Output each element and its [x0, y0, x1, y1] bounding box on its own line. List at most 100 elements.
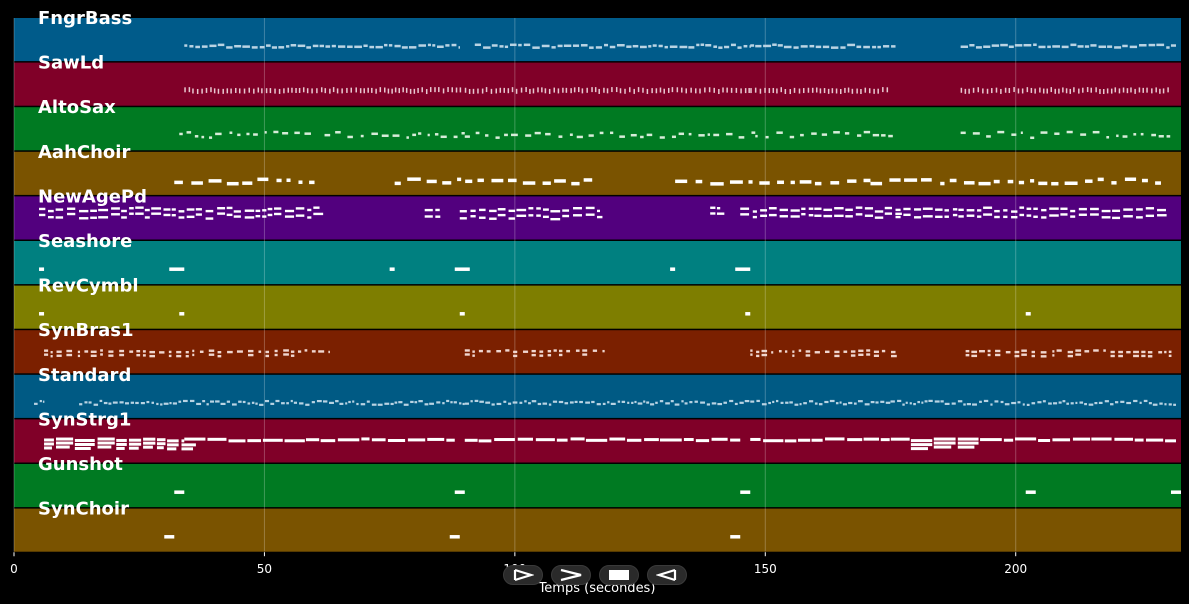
note — [558, 135, 563, 138]
note — [390, 402, 394, 406]
note — [1173, 403, 1176, 406]
note — [255, 214, 261, 218]
note — [50, 355, 53, 358]
note — [1166, 46, 1170, 49]
note — [663, 88, 665, 94]
note — [972, 87, 975, 93]
fast-forward-button[interactable] — [551, 565, 591, 585]
note — [877, 88, 879, 94]
x-tick-label: 0 — [10, 562, 18, 576]
note — [1133, 399, 1138, 403]
note — [242, 45, 250, 48]
note — [286, 402, 289, 405]
note — [1114, 401, 1119, 404]
note — [1064, 181, 1078, 186]
note — [226, 88, 229, 94]
note — [446, 438, 455, 442]
note — [451, 87, 454, 93]
note — [801, 212, 806, 216]
note — [539, 350, 544, 353]
note — [694, 400, 698, 403]
note — [1116, 134, 1119, 138]
note — [209, 44, 217, 48]
note — [690, 87, 692, 93]
note — [759, 88, 762, 94]
note — [671, 87, 674, 93]
note — [151, 207, 162, 210]
note — [933, 445, 952, 449]
note — [847, 438, 863, 442]
note — [440, 135, 447, 139]
note — [964, 88, 967, 94]
note — [1014, 354, 1020, 358]
note — [477, 178, 484, 183]
note — [1011, 401, 1017, 405]
note — [839, 88, 842, 94]
note — [880, 400, 885, 403]
note — [320, 439, 336, 443]
note — [451, 43, 457, 47]
note — [266, 44, 271, 47]
track-lane — [14, 241, 1181, 285]
note — [1134, 438, 1144, 442]
note — [269, 88, 272, 94]
rewind-button[interactable] — [647, 565, 687, 585]
note — [577, 87, 580, 93]
note — [283, 88, 285, 94]
note — [1026, 214, 1032, 217]
note — [528, 214, 534, 217]
note — [116, 442, 127, 446]
note — [750, 437, 761, 441]
note — [1110, 350, 1115, 354]
note — [1017, 401, 1021, 404]
stop-button[interactable] — [599, 565, 639, 585]
note — [465, 179, 473, 184]
note — [295, 207, 305, 210]
note — [1048, 402, 1052, 405]
note — [446, 399, 450, 403]
note — [835, 88, 838, 94]
note — [418, 400, 423, 403]
note — [208, 349, 215, 352]
note — [253, 88, 255, 94]
note — [1152, 403, 1158, 406]
note — [298, 180, 303, 184]
note — [1107, 45, 1113, 48]
note — [1145, 214, 1155, 218]
note — [227, 350, 233, 354]
note — [210, 400, 215, 403]
note — [1042, 88, 1045, 94]
note — [610, 402, 616, 405]
note — [718, 89, 720, 95]
note — [217, 88, 220, 94]
note — [447, 87, 449, 93]
note — [237, 133, 241, 137]
note — [470, 209, 476, 213]
note — [355, 87, 357, 93]
note — [734, 402, 738, 406]
note — [789, 401, 793, 404]
note — [924, 400, 928, 403]
note — [316, 88, 318, 94]
note — [90, 350, 97, 353]
note — [785, 401, 789, 404]
note — [853, 402, 857, 405]
note — [531, 353, 536, 357]
note — [156, 442, 166, 446]
note — [459, 210, 467, 213]
note — [610, 131, 614, 135]
note — [749, 45, 751, 48]
note — [1056, 349, 1062, 352]
note — [1014, 350, 1020, 354]
note — [1143, 399, 1148, 403]
note — [643, 400, 646, 403]
note — [195, 213, 202, 216]
note — [569, 133, 573, 136]
note — [1054, 132, 1060, 135]
note — [184, 437, 206, 441]
note — [1147, 351, 1153, 354]
play-button[interactable] — [503, 565, 543, 585]
note — [814, 207, 822, 210]
note — [858, 349, 864, 352]
note — [363, 44, 368, 47]
